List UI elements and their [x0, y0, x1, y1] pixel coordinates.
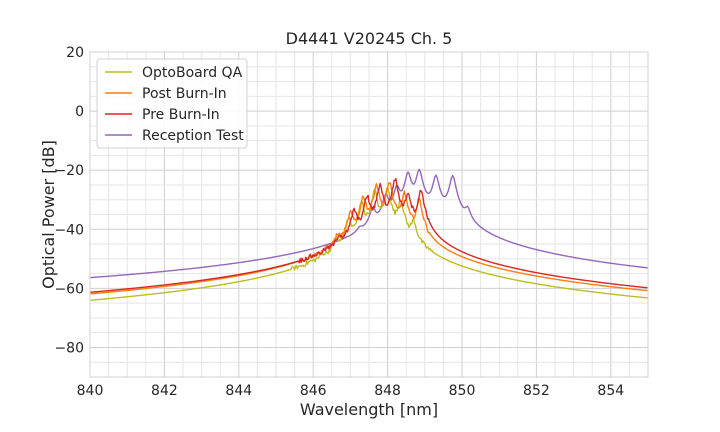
x-tick-label: 840: [77, 383, 104, 399]
y-tick-label: −60: [54, 281, 84, 297]
x-tick-label: 850: [449, 383, 476, 399]
series-line-optoboard-qa: [90, 186, 648, 302]
x-tick-label: 844: [225, 383, 252, 399]
legend-box: [96, 58, 248, 149]
plot-area: [90, 168, 648, 302]
y-tick-label: 0: [75, 104, 84, 120]
legend-label: OptoBoard QA: [142, 65, 243, 81]
y-tick-label: −40: [54, 222, 84, 238]
x-tick-label: 848: [374, 383, 401, 399]
series-line-pre-burn-in: [90, 178, 648, 293]
chart-title: D4441 V20245 Ch. 5: [286, 29, 453, 48]
legend-label: Reception Test: [142, 128, 244, 144]
x-tick-label: 852: [523, 383, 550, 399]
legend-label: Post Burn-In: [142, 86, 227, 102]
x-tick-label: 846: [300, 383, 327, 399]
legend-label: Pre Burn-In: [142, 107, 220, 123]
y-tick-label: −20: [54, 163, 84, 179]
series-line-reception-test: [90, 168, 648, 279]
x-axis-label: Wavelength [nm]: [300, 400, 438, 419]
y-tick-label: −80: [54, 340, 84, 356]
x-tick-label: 854: [597, 383, 624, 399]
series-line-post-burn-in: [90, 182, 648, 295]
legend: OptoBoard QA Post Burn-In Pre Burn-In Recep…: [96, 58, 248, 149]
x-tick-label: 842: [151, 383, 178, 399]
y-tick-label: 20: [66, 45, 84, 61]
y-axis-label: Optical Power [dB]: [39, 140, 58, 289]
plot-frame: [89, 51, 649, 378]
